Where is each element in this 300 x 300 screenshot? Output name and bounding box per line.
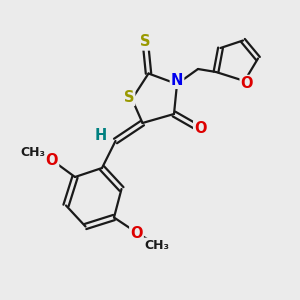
Text: O: O (241, 76, 253, 91)
Text: S: S (140, 34, 151, 50)
Text: CH₃: CH₃ (144, 238, 169, 252)
Text: O: O (46, 153, 58, 168)
Text: O: O (130, 226, 143, 241)
Text: H: H (95, 128, 107, 143)
Text: O: O (194, 121, 207, 136)
Text: S: S (124, 90, 134, 105)
Text: CH₃: CH₃ (20, 146, 45, 160)
Text: N: N (171, 73, 183, 88)
